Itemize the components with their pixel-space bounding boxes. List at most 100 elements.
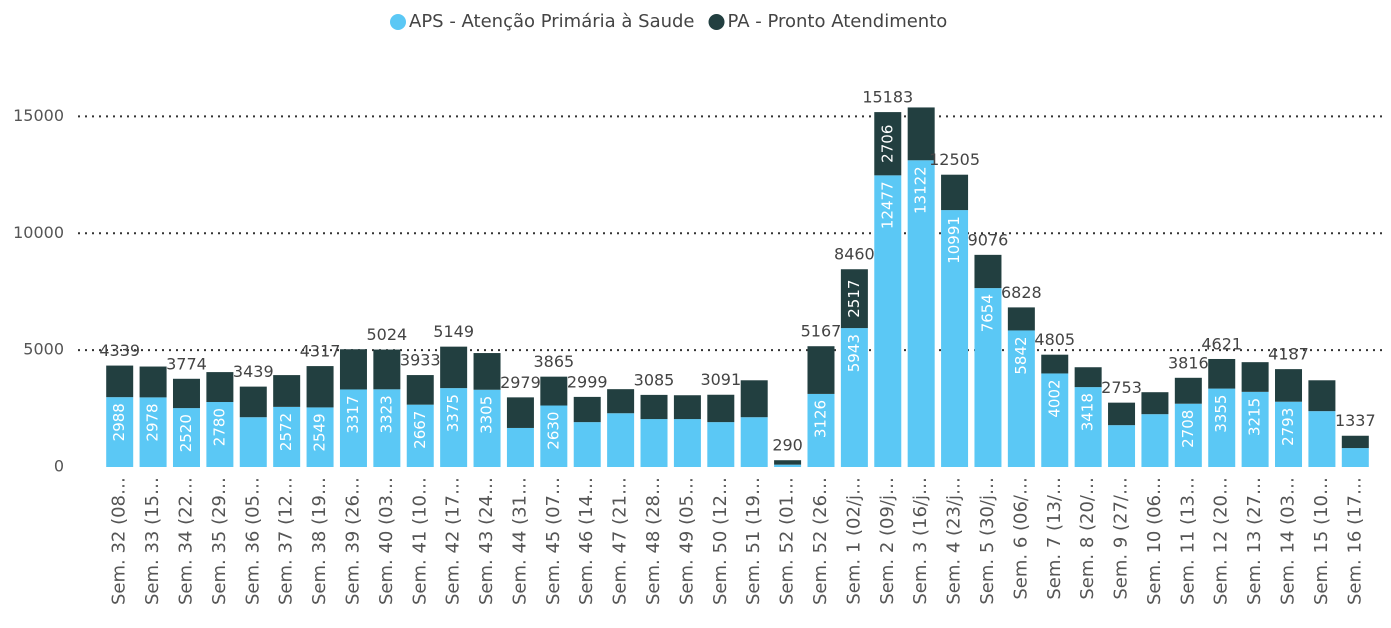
bar-segment	[707, 394, 735, 423]
bar-segment	[607, 413, 635, 467]
total-label: 9076	[968, 230, 1009, 249]
bar-segment	[473, 353, 501, 390]
total-label: 2999	[567, 372, 608, 391]
bar-segment	[139, 397, 167, 467]
total-label: 15183	[862, 88, 913, 107]
data-label: 3305	[478, 396, 496, 434]
bar-segment	[339, 349, 367, 390]
data-label: 4002	[1045, 379, 1063, 417]
bar-segment	[373, 389, 401, 467]
bar-segment	[1341, 448, 1369, 467]
x-tick-label: Sem. 40 (03…	[376, 477, 397, 605]
x-tick-label: Sem. 12 (20…	[1211, 477, 1232, 605]
bar-segment	[106, 397, 134, 467]
x-tick-label: Sem. 52 (26…	[810, 477, 831, 605]
data-label: 7654	[978, 294, 996, 332]
y-tick-label: 0	[54, 457, 64, 476]
x-tick-label: Sem. 9 (27/…	[1111, 477, 1132, 600]
total-label: 12505	[929, 150, 980, 169]
data-label: 2988	[110, 403, 128, 441]
data-label: 5842	[1012, 336, 1030, 374]
bar-segment	[1208, 358, 1236, 389]
data-label: 2517	[845, 280, 863, 318]
bar-segment	[1241, 362, 1269, 392]
bar-segment	[1308, 411, 1336, 467]
x-tick-label: Sem. 42 (17…	[443, 477, 464, 605]
bar-segment	[774, 460, 802, 465]
x-tick-label: Sem. 48 (28…	[643, 477, 664, 605]
bar-segment	[1041, 354, 1069, 374]
x-tick-label: Sem. 8 (20/…	[1077, 477, 1098, 600]
bar-segment	[1174, 377, 1202, 404]
x-tick-label: Sem. 1 (02/j…	[843, 477, 864, 605]
total-label: 1337	[1335, 411, 1376, 430]
data-label: 3375	[444, 394, 462, 432]
x-tick-label: Sem. 34 (22…	[175, 477, 196, 605]
bar-segment	[1275, 401, 1303, 467]
bar-segment	[840, 269, 868, 329]
total-label: 2753	[1101, 378, 1142, 397]
x-tick-label: Sem. 5 (30/j…	[977, 477, 998, 605]
bar-segment	[1275, 369, 1303, 402]
bar-segment	[139, 366, 167, 398]
total-label: 3774	[166, 354, 207, 373]
x-tick-label: Sem. 15 (10…	[1311, 477, 1332, 605]
x-tick-label: Sem. 13 (27…	[1244, 477, 1265, 605]
bar-segment	[239, 417, 267, 467]
bar-segment	[1174, 403, 1202, 467]
x-tick-label: Sem. 14 (03…	[1278, 477, 1299, 605]
bar-segment	[339, 389, 367, 467]
legend-marker	[708, 14, 725, 30]
x-tick-label: Sem. 38 (19…	[309, 477, 330, 605]
bar-segment	[273, 375, 301, 407]
data-label: 3317	[344, 395, 362, 433]
bar-segment	[473, 389, 501, 467]
total-label: 3091	[700, 370, 741, 389]
x-tick-label: Sem. 45 (07…	[543, 477, 564, 605]
data-label: 13122	[912, 166, 930, 214]
data-label: 12477	[878, 181, 896, 229]
bar-segment	[1041, 373, 1069, 467]
bar-segment	[206, 402, 234, 467]
x-tick-label: Sem. 7 (13/…	[1044, 477, 1065, 600]
x-tick-label: Sem. 49 (05…	[676, 477, 697, 605]
x-tick-label: Sem. 35 (29…	[209, 477, 230, 605]
bar-segment	[907, 107, 935, 161]
data-label: 3126	[811, 400, 829, 438]
total-label: 4805	[1034, 330, 1075, 349]
total-label: 3439	[233, 362, 274, 381]
bar-segment	[1141, 392, 1169, 415]
bar-segment	[440, 346, 468, 389]
bar-segment	[974, 288, 1002, 467]
x-tick-label: Sem. 44 (31…	[509, 477, 530, 605]
data-label: 2630	[544, 412, 562, 450]
data-label: 2572	[277, 413, 295, 451]
bar-segment	[1141, 414, 1169, 467]
total-label: 8460	[834, 245, 875, 264]
bar-segment	[1208, 388, 1236, 467]
bar-segment	[807, 346, 835, 394]
data-label: 5943	[845, 334, 863, 372]
bar-segment	[106, 365, 134, 398]
bar-segment	[406, 404, 434, 467]
bar-segment	[673, 419, 701, 467]
x-tick-label: Sem. 6 (06/…	[1010, 477, 1031, 600]
x-tick-label: Sem. 11 (13…	[1177, 477, 1198, 605]
bar-segment	[607, 389, 635, 414]
bar-segment	[206, 372, 234, 403]
data-label: 3323	[377, 395, 395, 433]
total-label: 3865	[533, 352, 574, 371]
total-label: 4339	[99, 341, 140, 360]
y-tick-label: 5000	[23, 340, 64, 359]
x-tick-label: Sem. 47 (21…	[610, 477, 631, 605]
bar-segment	[1108, 402, 1136, 426]
bar-segment	[640, 394, 668, 420]
x-tick-label: Sem. 4 (23/j…	[944, 477, 965, 605]
bar-segment	[573, 396, 601, 423]
bar-segment	[640, 419, 668, 467]
bar-segment	[573, 422, 601, 467]
data-label: 2978	[144, 403, 162, 441]
x-tick-label: Sem. 32 (08…	[109, 477, 130, 605]
data-label: 3418	[1079, 393, 1097, 431]
